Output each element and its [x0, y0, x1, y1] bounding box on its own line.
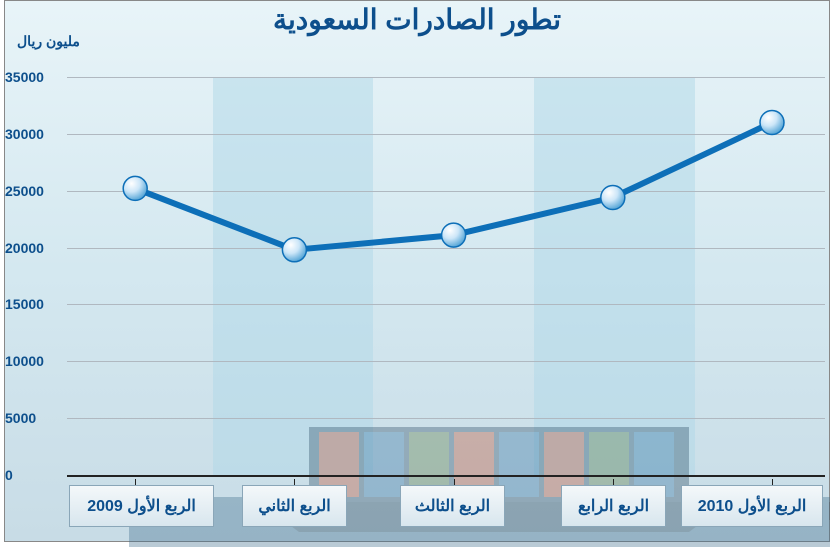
ytick-7: 35000	[5, 69, 57, 85]
ytick-6: 30000	[5, 126, 57, 142]
x-axis	[67, 475, 825, 477]
plot-area	[67, 77, 825, 475]
ytick-0: 0	[5, 467, 57, 483]
xlabel-1: الربع الثاني	[242, 485, 347, 527]
ytick-2: 10000	[5, 353, 57, 369]
xlabel-4: الربع الأول 2010	[681, 485, 823, 527]
ytick-1: 5000	[5, 410, 57, 426]
chart-title: تطور الصادرات السعودية	[5, 3, 829, 36]
chart-container: تطور الصادرات السعودية مليون ريال 0 5000…	[4, 0, 830, 542]
yaxis-label: مليون ريال	[17, 33, 80, 50]
xlabel-2: الربع الثالث	[400, 485, 505, 527]
x-axis-labels: الربع الأول 2009 الربع الثاني الربع الثا…	[67, 479, 825, 537]
ytick-4: 20000	[5, 240, 57, 256]
xlabel-3: الربع الرابع	[561, 485, 666, 527]
line-series	[67, 77, 825, 475]
ytick-5: 25000	[5, 183, 57, 199]
ytick-3: 15000	[5, 296, 57, 312]
xlabel-0: الربع الأول 2009	[69, 485, 214, 527]
